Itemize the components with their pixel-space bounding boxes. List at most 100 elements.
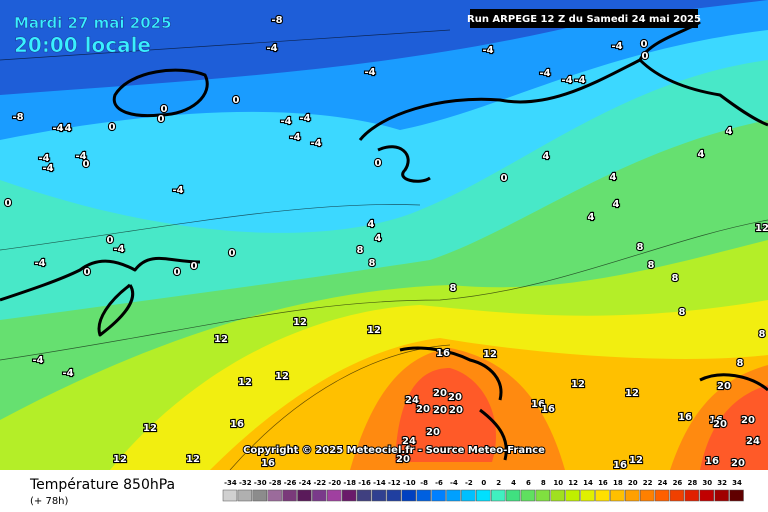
scale-swatch	[476, 489, 491, 502]
contour-label: 16	[541, 404, 555, 415]
contour-label: 0	[642, 51, 649, 62]
scale-label: 22	[643, 479, 653, 487]
contour-label: -4	[266, 43, 277, 54]
contour-label: -4	[611, 41, 622, 52]
contour-label: 8	[679, 307, 686, 318]
scale-label: 8	[541, 479, 546, 487]
contour-label: -4	[172, 185, 183, 196]
scale-swatch	[595, 489, 610, 502]
scale-label: 0	[481, 479, 486, 487]
scale-swatch	[490, 489, 506, 502]
scale-swatch	[625, 489, 640, 502]
scale-label: -20	[328, 479, 341, 487]
contour-label: 12	[367, 325, 381, 336]
contour-label: -4	[32, 355, 43, 366]
contour-label: 0	[5, 198, 12, 209]
contour-label: 0	[641, 39, 648, 50]
scale-swatch	[252, 489, 267, 502]
scale-swatch	[356, 489, 372, 502]
contour-label: 0	[158, 114, 165, 125]
contour-label: 16	[230, 419, 244, 430]
contour-label: 20	[433, 405, 447, 416]
contour-label: 12	[571, 379, 585, 390]
scale-swatch	[669, 489, 685, 502]
contour-label: 20	[741, 415, 755, 426]
run-box	[470, 9, 698, 28]
scale-swatch	[684, 489, 700, 502]
contour-label: 20	[426, 427, 440, 438]
scale-swatch	[699, 489, 714, 502]
contour-label: 24	[405, 395, 419, 406]
map-date: Mardi 27 mai 2025	[14, 14, 172, 32]
scale-swatch	[565, 489, 580, 502]
contour-label: 8	[357, 245, 364, 256]
scale-label: -14	[373, 479, 386, 487]
contour-label: 24	[746, 436, 760, 447]
contour-label: -4	[561, 75, 572, 86]
contour-label: 20	[416, 404, 430, 415]
temp-zone	[395, 368, 496, 462]
scale-swatch	[282, 489, 297, 502]
scale-label: 2	[496, 479, 501, 487]
contour-label: 20	[713, 419, 727, 430]
contour-label: 16	[436, 348, 450, 359]
contour-label: 12	[293, 317, 307, 328]
scale-swatch	[327, 489, 342, 502]
contour-label: 8	[672, 273, 679, 284]
scale-swatch	[446, 489, 461, 502]
scale-label: -12	[388, 479, 401, 487]
scale-label: 4	[511, 479, 516, 487]
scale-label: 30	[702, 479, 712, 487]
coastline	[377, 145, 431, 183]
scale-label: -4	[450, 479, 458, 487]
scale-label: 32	[717, 479, 727, 487]
copyright: Copyright © 2025 Meteociel.fr - Source M…	[243, 445, 545, 456]
contour-label: 0	[501, 173, 508, 184]
contour-label: 4	[726, 126, 733, 137]
scale-swatch	[461, 489, 476, 502]
contour-label: 20	[396, 454, 410, 465]
scale-swatch	[386, 489, 402, 502]
contour-label: 8	[737, 358, 744, 369]
contour-label: -4	[364, 67, 375, 78]
contour-label: 20	[449, 405, 463, 416]
contour-label: 4	[375, 233, 382, 244]
contour-label: 4	[543, 151, 550, 162]
scale-label: 10	[553, 479, 563, 487]
coastline	[358, 20, 768, 141]
contour-label: 12	[186, 454, 200, 465]
contour-label: 8	[759, 329, 766, 340]
scale-swatch	[416, 489, 431, 502]
contour-label: 4	[588, 212, 595, 223]
contour-label: -4	[75, 151, 86, 162]
contour-label: 0	[84, 267, 91, 278]
contour-label: 0	[174, 267, 181, 278]
scale-swatch	[580, 489, 595, 502]
scale-swatch	[401, 489, 416, 502]
isotherm	[0, 29, 768, 471]
contour-label: 12	[483, 349, 497, 360]
contour-label: 16	[613, 460, 627, 471]
coastline	[112, 68, 209, 118]
run-info: Run ARPEGE 12 Z du Samedi 24 mai 2025	[467, 14, 701, 25]
scale-label: 12	[568, 479, 578, 487]
contour-label: 12	[625, 388, 639, 399]
scale-swatch	[654, 489, 670, 502]
contour-label: 12	[113, 454, 127, 465]
scale-label: 26	[673, 479, 683, 487]
scale-label: 24	[658, 479, 668, 487]
scale-swatch	[267, 489, 282, 502]
scale-label: 18	[613, 479, 623, 487]
scale-swatch	[505, 489, 521, 502]
contour-label: 20	[717, 381, 731, 392]
scale-label: -10	[403, 479, 416, 487]
contour-label: 0	[229, 248, 236, 259]
scale-label: 6	[526, 479, 531, 487]
coastline	[0, 256, 201, 337]
contour-label: -4	[574, 75, 585, 86]
scale-swatch	[520, 489, 536, 502]
contour-label: 0	[191, 261, 198, 272]
scale-label: -28	[269, 479, 282, 487]
contour-label: 0	[109, 122, 116, 133]
